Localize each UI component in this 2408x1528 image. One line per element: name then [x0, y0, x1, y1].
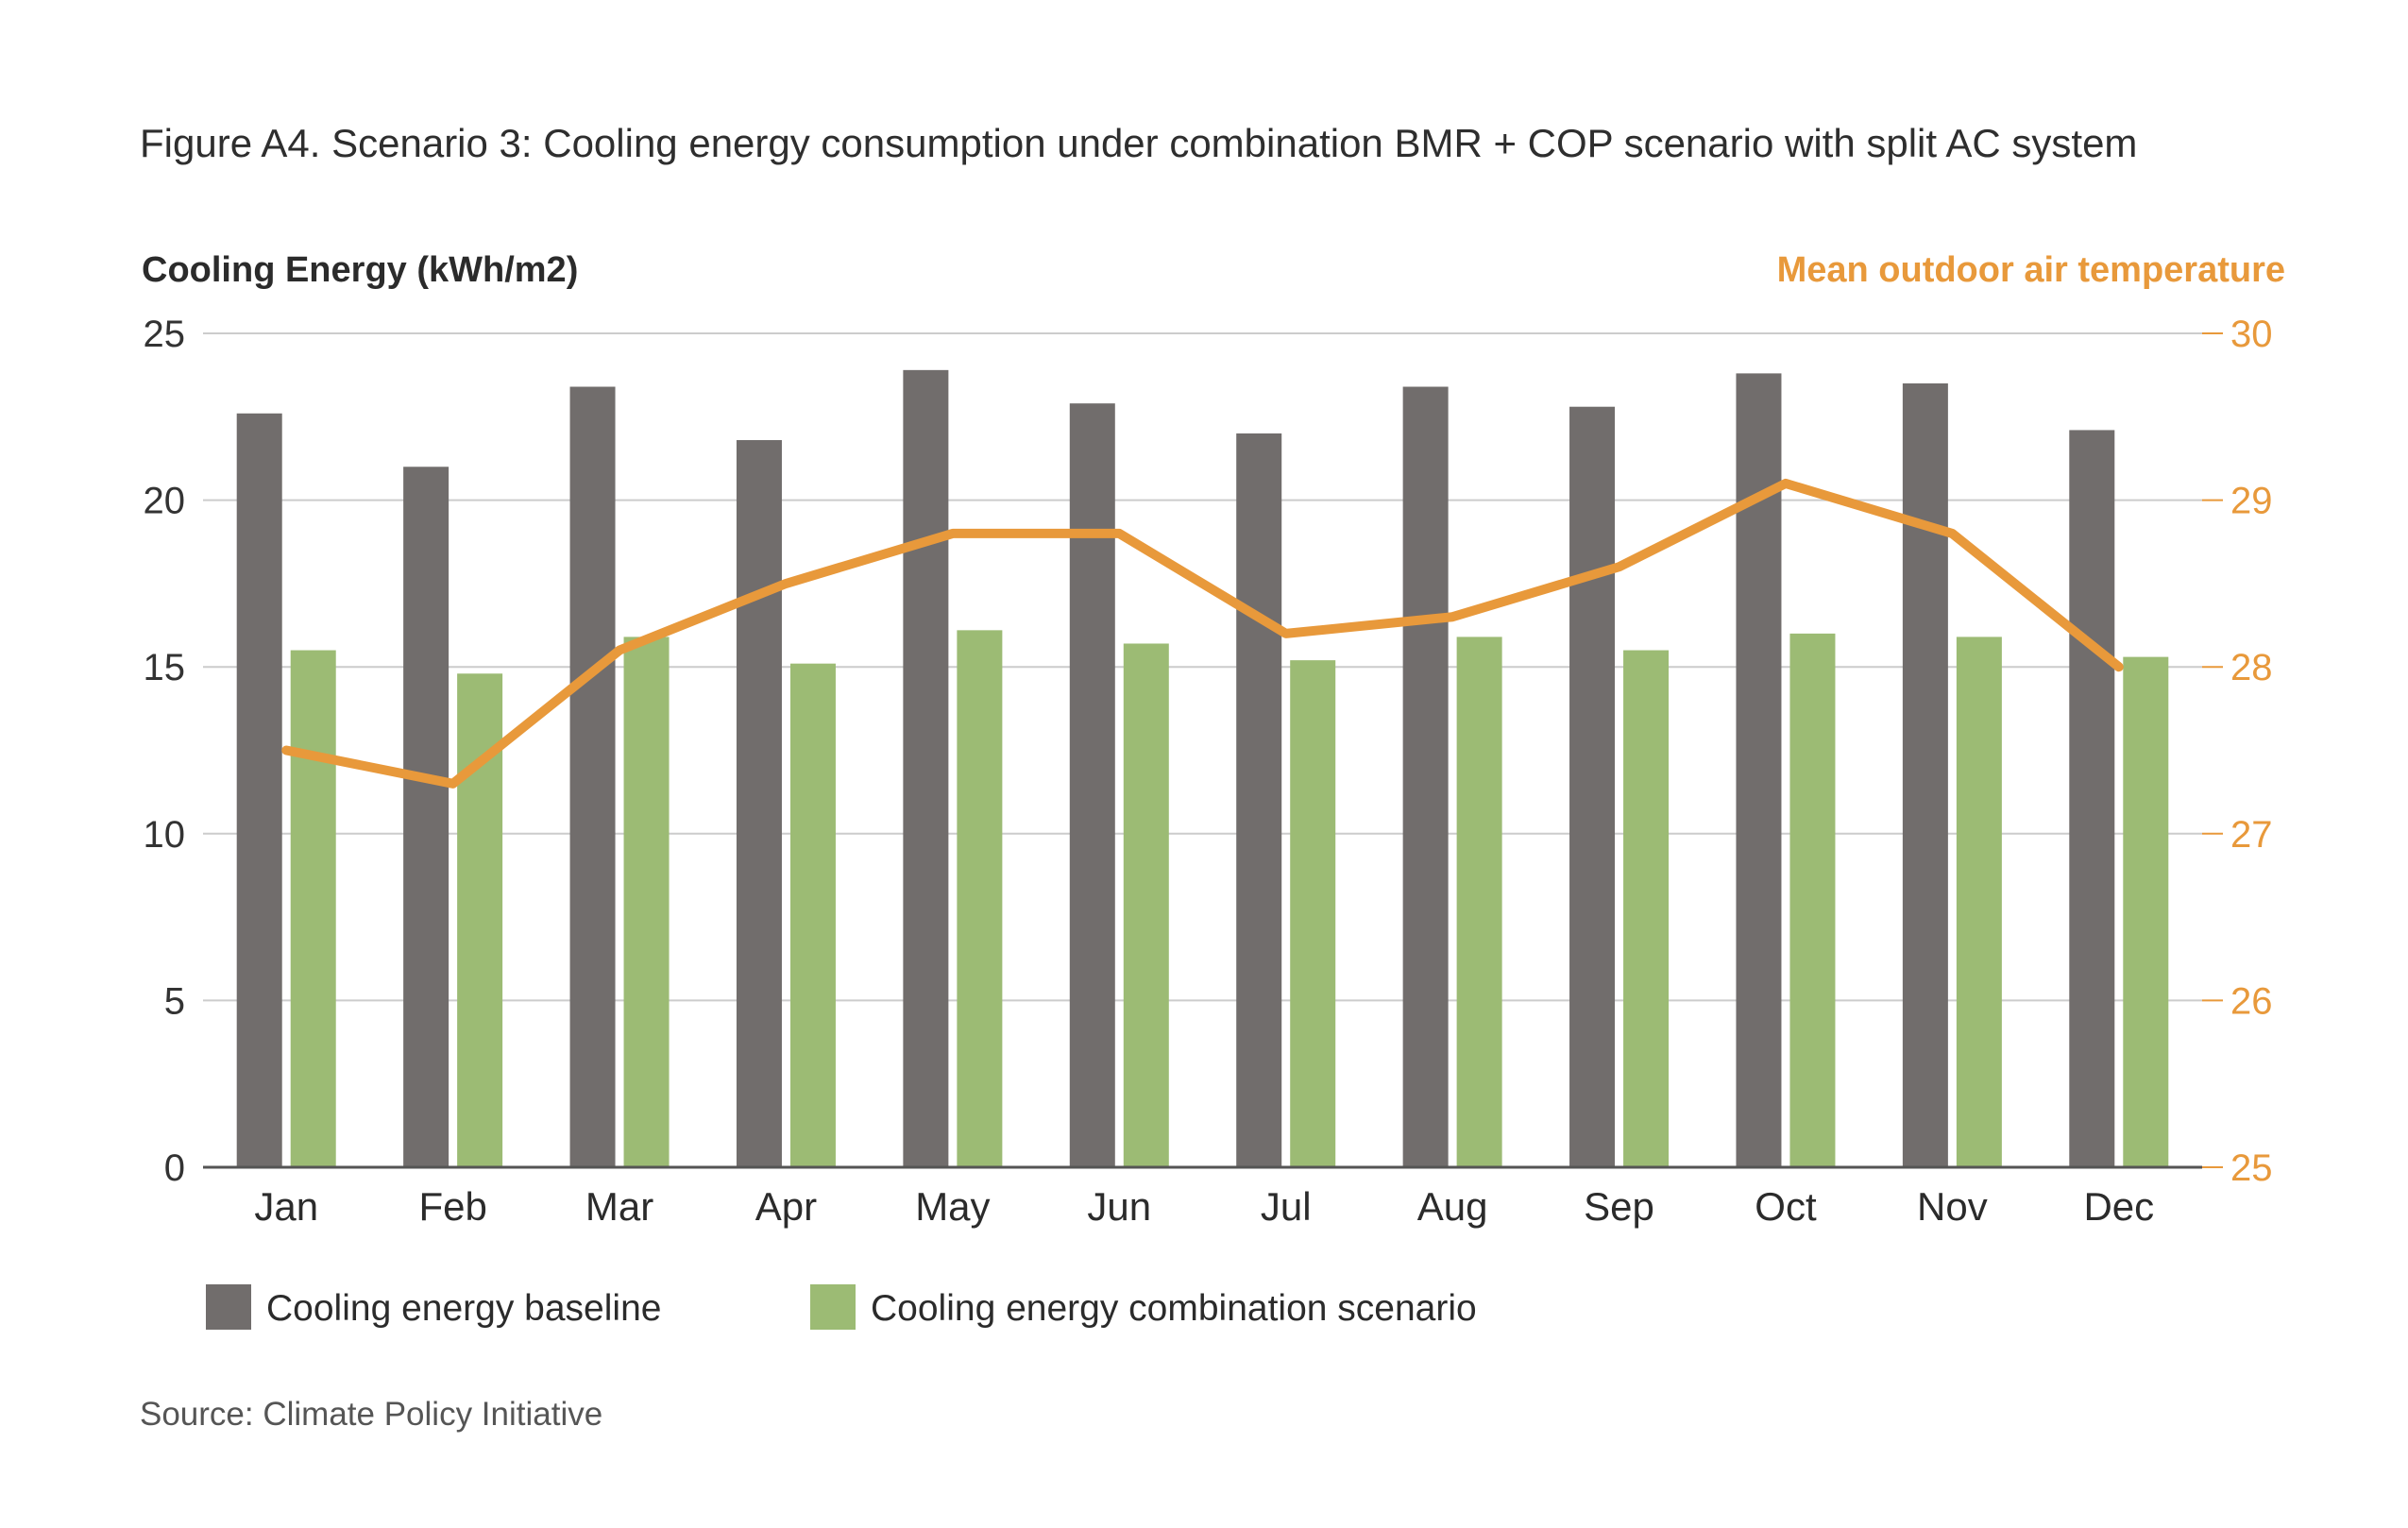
- bar-combination-dec: [2123, 656, 2169, 1167]
- y-tick-label: 25: [144, 314, 186, 355]
- y-tick-label: 0: [164, 1147, 185, 1189]
- legend: Cooling energy baseline Cooling energy co…: [206, 1284, 1477, 1330]
- legend-label-combination: Cooling energy combination scenario: [871, 1288, 1477, 1329]
- x-tick-label: Apr: [755, 1184, 817, 1229]
- legend-swatch-baseline: [206, 1284, 251, 1330]
- y2-tick-label: 28: [2230, 647, 2273, 688]
- legend-swatch-combination: [810, 1284, 856, 1330]
- chart-title: Figure A4. Scenario 3: Cooling energy co…: [140, 121, 2138, 165]
- bar-combination-jul: [1290, 660, 1336, 1167]
- y-tick-label: 20: [144, 481, 186, 522]
- y-tick-label: 10: [144, 814, 186, 856]
- x-tick-label: Nov: [1917, 1184, 1988, 1229]
- bar-combination-may: [957, 630, 1003, 1167]
- y2-tick-label: 26: [2230, 980, 2273, 1022]
- temperature-line-group: [281, 478, 2124, 789]
- bar-baseline-aug: [1402, 386, 1449, 1168]
- bars: [236, 369, 2169, 1168]
- y-tick-label: 5: [164, 980, 185, 1022]
- bar-combination-jan: [290, 650, 336, 1167]
- x-tick-label: Feb: [418, 1184, 486, 1229]
- x-tick-label: Jan: [254, 1184, 318, 1229]
- x-tick-label: Sep: [1584, 1184, 1654, 1229]
- y2-tick-label: 25: [2230, 1147, 2273, 1189]
- bar-combination-apr: [789, 663, 836, 1167]
- bar-combination-mar: [623, 637, 670, 1167]
- bar-combination-nov: [1956, 637, 2002, 1167]
- x-tick-label: Aug: [1417, 1184, 1488, 1229]
- y2-axis-title: Mean outdoor air temperature: [1777, 250, 2285, 290]
- x-tick-label: Oct: [1755, 1184, 1817, 1229]
- bar-baseline-dec: [2069, 430, 2115, 1168]
- temperature-line: [281, 478, 2124, 789]
- bar-combination-oct: [1789, 633, 1836, 1167]
- axes: 0 5 10 15 20 25 25 26 27 28 29 30 Cooling Energy (kW…: [142, 250, 2285, 1229]
- bar-baseline-jun: [1069, 403, 1115, 1167]
- bar-combination-sep: [1623, 650, 1670, 1167]
- legend-label-baseline: Cooling energy baseline: [266, 1288, 661, 1329]
- bar-baseline-may: [903, 369, 949, 1167]
- source-note: Source: Climate Policy Initiative: [140, 1396, 603, 1433]
- y2-tick-label: 30: [2230, 314, 2273, 355]
- bar-combination-aug: [1456, 637, 1502, 1167]
- bar-combination-jun: [1123, 643, 1169, 1167]
- y-axis-title: Cooling Energy (kWh/m2): [142, 250, 578, 290]
- bar-baseline-sep: [1569, 406, 1616, 1168]
- bar-baseline-feb: [403, 467, 449, 1167]
- bar-baseline-nov: [1902, 382, 1948, 1168]
- y2-tick-label: 27: [2230, 814, 2273, 856]
- gridlines: [203, 332, 2202, 1002]
- x-tick-label: Dec: [2083, 1184, 2154, 1229]
- y-tick-label: 15: [144, 647, 186, 688]
- bar-baseline-apr: [736, 440, 782, 1167]
- y2-tick-label: 29: [2230, 481, 2273, 522]
- x-tick-label: May: [915, 1184, 990, 1229]
- bar-baseline-jul: [1236, 433, 1282, 1168]
- bar-baseline-mar: [569, 386, 616, 1168]
- x-tick-label: Mar: [585, 1184, 653, 1229]
- x-tick-label: Jun: [1087, 1184, 1151, 1229]
- x-tick-label: Jul: [1261, 1184, 1312, 1229]
- bar-baseline-jan: [236, 413, 282, 1167]
